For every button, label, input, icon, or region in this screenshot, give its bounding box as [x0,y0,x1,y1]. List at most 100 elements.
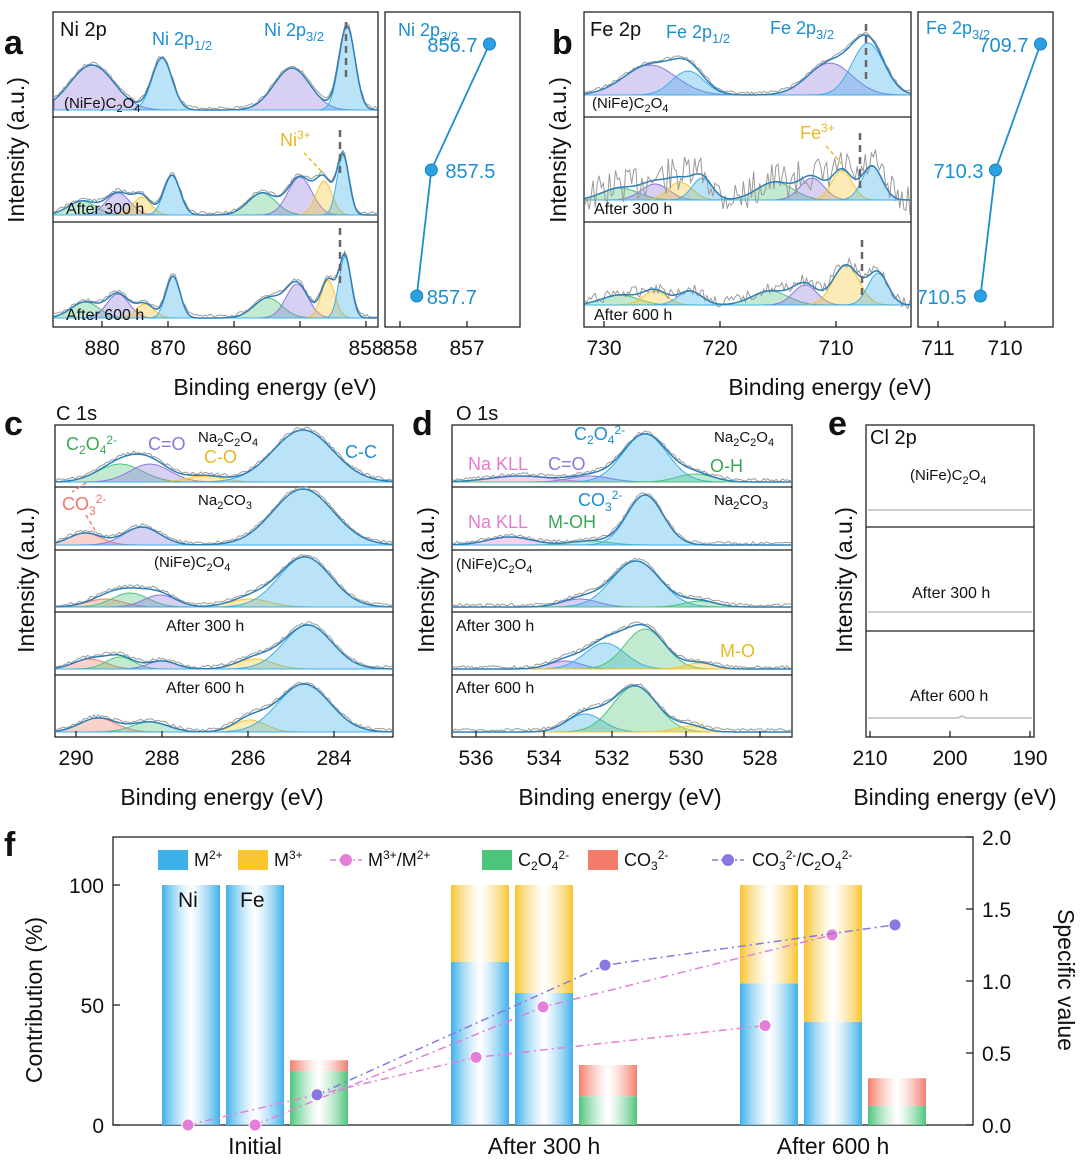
panel-b-xlabel: Binding energy (eV) [728,374,931,400]
fit-envelope [453,684,791,733]
shift-point [1034,37,1047,51]
panel-e-xlabel: Binding energy (eV) [853,784,1056,810]
legend-ratio-co3: CO32-/C2O42- [752,848,852,873]
shift-point [410,289,424,303]
panel-b-letter: b [552,24,573,62]
bar-co3 [579,1065,637,1097]
shift-point [989,163,1002,177]
fit-envelope [53,24,378,111]
panel-a-ylabel: Intensity (a.u.) [3,77,29,223]
panel-d-x-tick-label: 532 [594,747,629,770]
panel-e-ylabel: Intensity (a.u.) [831,507,857,653]
fit-envelope [56,429,393,483]
d-oh-label: O-H [710,456,743,476]
e-sample-1: (NiFe)C2O4 [910,467,986,487]
panel-b-frame [583,11,912,328]
f-right-tick-label: 0.5 [982,1043,1011,1066]
raw-spectrum [452,430,792,483]
c-co-single-label: C-O [204,447,237,467]
shift-value-label: 710.5 [916,287,966,309]
ratio-m-ni-point [758,1019,772,1033]
panel-d-spectra [452,430,792,733]
panel-e-x-tick-label: 210 [852,747,887,770]
panel-c-x-tick-label: 288 [144,747,179,770]
panel-c-x-tick-label: 284 [316,747,351,770]
shift-point [974,289,987,303]
panel-a-xlabel: Binding energy (eV) [173,374,376,400]
raw-spectrum [55,486,393,545]
panel-e-x-tick-label: 200 [932,747,967,770]
bar-fe-m3 [515,885,573,993]
legend-co3-swatch [588,850,618,870]
e-sample-2: After 300 h [912,585,990,602]
legend-m3-swatch [238,850,268,870]
bar-ni-m2 [451,961,509,1125]
bar-ni-m2 [162,885,220,1125]
raw-spectrum [55,554,393,607]
panel-b-shift-x-tick-label: 711 [921,337,954,360]
panel-a-x-tick-label: 858 [348,337,383,360]
legend-ratio-co3-marker [722,854,734,866]
bar-c2o4 [579,1096,637,1125]
panel-f-letter: f [4,826,16,864]
panel-a-x-tick-label: 880 [84,337,119,360]
panel-c-xticks: 290 288 286 284 [58,731,352,770]
panel-a-shift-plot: 856.7 857.5 857.7 [410,35,496,309]
legend-ratio-m-marker [340,854,352,866]
panel-d-x-tick-label: 528 [742,747,777,770]
bar-label-fe: Fe [240,889,265,912]
raw-spectrum [584,149,911,215]
d-moh-label: M-OH [548,512,596,532]
ni3plus-label: Ni3+ [280,128,311,150]
ratio-m-fe-point [248,1118,262,1132]
c-sample-5: After 600 h [166,680,244,697]
panel-a: a Intensity (a.u.) Ni 2p Ni 2p1/2 Ni 2p3… [3,11,521,400]
fit-envelope [453,623,791,670]
panel-b-x-tick-label: 730 [586,337,621,360]
panel-d-xlabel: Binding energy (eV) [518,784,721,810]
c-sample-3: (NiFe)C2O4 [154,554,230,574]
ni-2p12-label: Ni 2p1/2 [152,29,212,53]
panel-f-lines [181,918,902,1132]
d-nakll-label-1: Na KLL [468,454,528,474]
f-left-tick-label: 100 [69,875,104,898]
raw-spectrum [452,557,792,608]
panel-b-sample-3: After 600 h [594,307,672,324]
bar-c2o4 [868,1105,926,1125]
panel-a-frame [52,11,379,328]
bar-co3 [868,1078,926,1106]
raw-spectrum [53,149,378,216]
f-category-label: After 600 h [777,1133,890,1159]
f-left-tick-label: 0 [92,1115,104,1138]
c-sample-1: Na2C2O4 [198,429,258,449]
ratio-m-ni-point [469,1050,483,1064]
panel-b-x-tick-label: 710 [818,337,853,360]
f-right-tick-label: 1.5 [982,899,1011,922]
f-right-tick-label: 1.0 [982,971,1011,994]
panel-b-sample-2: After 300 h [594,201,672,218]
legend-ratio-m: M3+/M2+ [368,848,430,870]
panel-b: b Intensity (a.u.) Fe 2p Fe 2p1/2 Fe 2p3… [545,11,1054,400]
ratio-co3-line [316,924,896,1096]
legend-m3: M3+ [274,848,303,870]
shift-value-label: 710.3 [933,161,983,183]
fe3plus-label: Fe3+ [800,121,835,143]
shift-value-label: 857.5 [445,161,495,183]
fit-envelope [55,683,392,733]
panel-c: c C 1s Intensity (a.u.) C2O42- C=O Na2C2… [4,403,394,810]
panel-d-x-tick-label: 536 [458,747,493,770]
bar-fe-m3 [804,885,862,1022]
fit-envelope [53,252,377,319]
bar-fe-m2 [804,1021,862,1125]
panel-f-bars [162,885,926,1125]
panel-e-title: Cl 2p [870,427,917,449]
raw-spectrum [55,426,393,482]
panel-c-x-tick-label: 286 [230,747,265,770]
fe-2p12-label: Fe 2p1/2 [666,22,730,46]
ni-2p32-label: Ni 2p3/2 [264,20,324,44]
raw-spectrum [55,621,393,669]
bar-ni-m3 [740,885,798,984]
raw-spectrum [452,621,792,669]
panel-d-letter: d [412,405,433,443]
